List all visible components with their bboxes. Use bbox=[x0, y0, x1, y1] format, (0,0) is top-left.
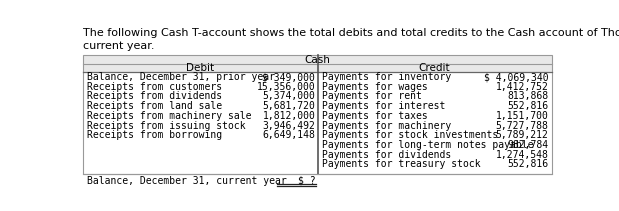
Text: Payments for taxes: Payments for taxes bbox=[321, 111, 427, 121]
Text: Receipts from land sale: Receipts from land sale bbox=[87, 101, 222, 111]
Text: Payments for inventory: Payments for inventory bbox=[321, 72, 451, 82]
Text: 5,681,720: 5,681,720 bbox=[262, 101, 315, 111]
Text: 1,412,752: 1,412,752 bbox=[496, 82, 548, 92]
Text: Payments for machinery: Payments for machinery bbox=[321, 120, 451, 131]
Text: Balance, December 31, prior year: Balance, December 31, prior year bbox=[87, 72, 275, 82]
Text: 5,727,788: 5,727,788 bbox=[496, 120, 548, 131]
Bar bbox=[83, 72, 552, 174]
Text: Receipts from issuing stock: Receipts from issuing stock bbox=[87, 120, 245, 131]
Text: Payments for wages: Payments for wages bbox=[321, 82, 427, 92]
Bar bbox=[83, 55, 552, 174]
Text: $ 4,069,340: $ 4,069,340 bbox=[484, 72, 548, 82]
Text: Receipts from customers: Receipts from customers bbox=[87, 82, 222, 92]
Text: Cash: Cash bbox=[305, 55, 330, 65]
Text: 982,784: 982,784 bbox=[508, 140, 548, 150]
Bar bbox=[83, 55, 552, 64]
Text: Debit: Debit bbox=[186, 63, 214, 73]
Text: Payments for treasury stock: Payments for treasury stock bbox=[321, 159, 480, 169]
Text: 552,816: 552,816 bbox=[508, 159, 548, 169]
Text: $ 349,000: $ 349,000 bbox=[262, 72, 315, 82]
Bar bbox=[83, 64, 552, 72]
Text: Receipts from borrowing: Receipts from borrowing bbox=[87, 130, 222, 140]
Text: 3,946,492: 3,946,492 bbox=[262, 120, 315, 131]
Text: 5,789,212: 5,789,212 bbox=[496, 130, 548, 140]
Text: 1,274,548: 1,274,548 bbox=[496, 150, 548, 160]
Text: 15,356,000: 15,356,000 bbox=[256, 82, 315, 92]
Text: The following Cash T-account shows the total debits and total credits to the Cas: The following Cash T-account shows the t… bbox=[83, 28, 619, 51]
Text: Payments for stock investments: Payments for stock investments bbox=[321, 130, 498, 140]
Text: Payments for rent: Payments for rent bbox=[321, 92, 422, 101]
Text: Payments for dividends: Payments for dividends bbox=[321, 150, 451, 160]
Text: 813,868: 813,868 bbox=[508, 92, 548, 101]
Text: $ ?: $ ? bbox=[298, 176, 315, 186]
Text: 1,151,700: 1,151,700 bbox=[496, 111, 548, 121]
Text: Payments for interest: Payments for interest bbox=[321, 101, 445, 111]
Text: 6,649,148: 6,649,148 bbox=[262, 130, 315, 140]
Text: Balance, December 31, current year: Balance, December 31, current year bbox=[87, 176, 287, 186]
Text: 5,374,000: 5,374,000 bbox=[262, 92, 315, 101]
Text: Receipts from machinery sale: Receipts from machinery sale bbox=[87, 111, 251, 121]
Text: Payments for long-term notes payable: Payments for long-term notes payable bbox=[321, 140, 533, 150]
Text: 1,812,000: 1,812,000 bbox=[262, 111, 315, 121]
Text: 552,816: 552,816 bbox=[508, 101, 548, 111]
Text: Credit: Credit bbox=[419, 63, 451, 73]
Text: Receipts from dividends: Receipts from dividends bbox=[87, 92, 222, 101]
